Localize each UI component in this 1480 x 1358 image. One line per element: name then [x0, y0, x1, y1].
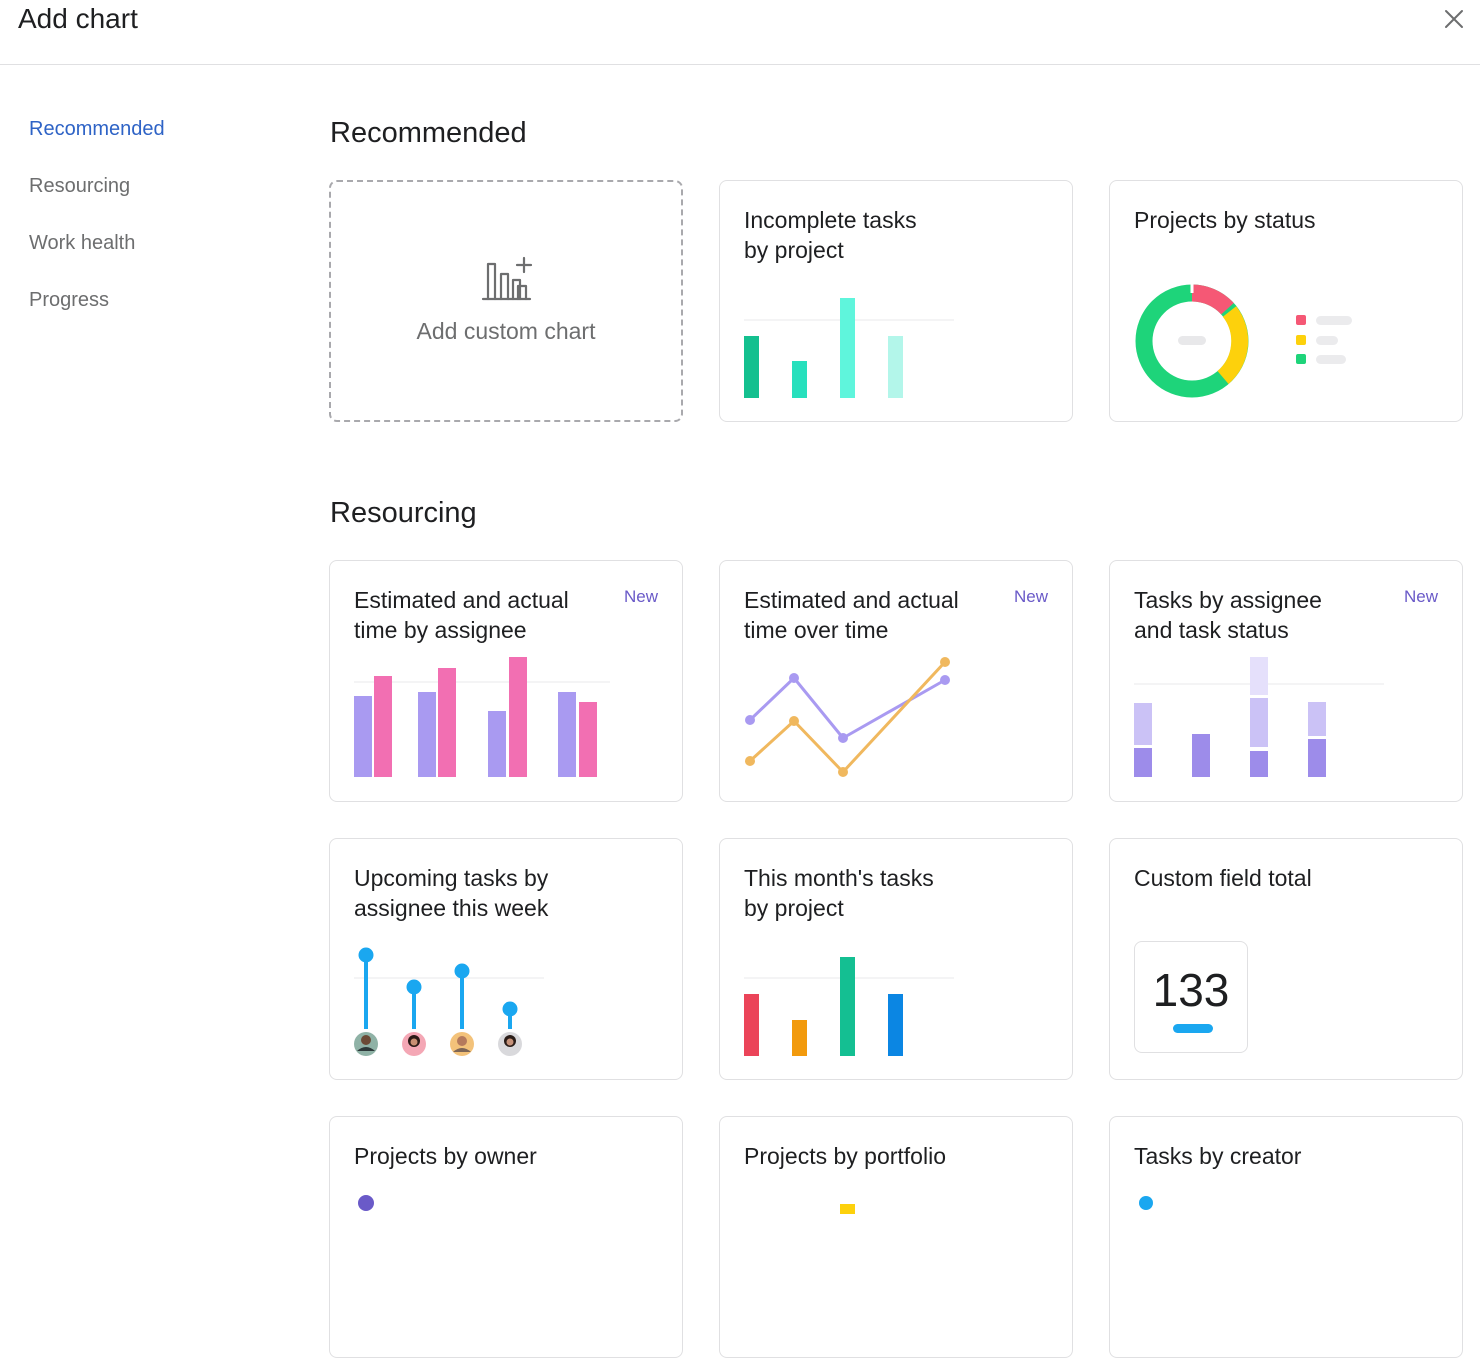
card-title: Estimated and actual time over time: [744, 587, 959, 643]
series-line-purple: [748, 676, 946, 740]
avatar: [450, 1032, 474, 1056]
bar: [744, 994, 759, 1056]
bar: [744, 336, 759, 398]
bar: [374, 676, 392, 777]
card-title: Tasks by assignee and task status: [1134, 587, 1322, 643]
point: [940, 675, 950, 685]
bar-segment: [1250, 698, 1268, 747]
donut-slice-yellow: [1217, 306, 1249, 384]
chart-card-projects-by-status[interactable]: Projects by status: [1109, 180, 1463, 422]
bar-chart-preview: [744, 298, 954, 398]
card-title: Projects by portfolio: [744, 1143, 946, 1169]
card-title: Upcoming tasks by assignee this week: [354, 865, 549, 921]
point: [838, 733, 848, 743]
bar: [840, 957, 855, 1056]
stacked-bar-chart-preview: [1134, 657, 1384, 777]
bar-chart-plus-icon: [481, 256, 533, 301]
bar-segment: [1250, 657, 1268, 695]
bar: [840, 298, 855, 398]
chart-card-tasks-by-assignee-and-status[interactable]: Tasks by assignee and task status New: [1109, 560, 1463, 802]
chart-preview: [1139, 1196, 1153, 1210]
bar: [558, 692, 576, 777]
bar: [438, 668, 456, 777]
bar-segment: [1250, 751, 1268, 777]
bar-chart-preview: [744, 957, 954, 1056]
legend-swatch-yellow: [1296, 335, 1306, 345]
card-title: Estimated and actual time by assignee: [354, 587, 569, 643]
lollipop-head: [406, 979, 422, 995]
card-title: Custom field total: [1134, 865, 1312, 891]
bar: [792, 361, 807, 398]
sidebar-item-recommended[interactable]: Recommended: [29, 118, 165, 140]
sidebar-item-progress[interactable]: Progress: [29, 289, 110, 311]
lollipop-head: [358, 947, 374, 963]
new-badge: New: [1013, 587, 1048, 606]
bar: [888, 336, 903, 398]
line-chart-preview: [745, 657, 950, 777]
bar-segment: [1134, 703, 1152, 745]
bar: [888, 994, 903, 1056]
bar: [579, 702, 597, 777]
donut-slice-red: [1191, 284, 1234, 315]
total-value: 133: [1152, 964, 1230, 1016]
bar-segment: [1308, 739, 1326, 777]
legend-swatch-red: [1296, 315, 1306, 325]
bar: [488, 711, 506, 777]
card-title: Tasks by creator: [1134, 1143, 1302, 1169]
sidebar-item-resourcing[interactable]: Resourcing: [29, 175, 131, 197]
card-title: Projects by status: [1134, 207, 1316, 233]
point: [838, 767, 848, 777]
legend-swatch-green: [1296, 354, 1306, 364]
sidebar-item-work-health[interactable]: Work health: [29, 232, 136, 254]
bar-segment: [1308, 702, 1326, 736]
avatar: [498, 1032, 522, 1056]
chart-card-custom-field-total[interactable]: Custom field total 133: [1109, 838, 1463, 1080]
bar: [418, 692, 436, 777]
value-bar: [1173, 1024, 1213, 1033]
point: [940, 657, 950, 667]
new-badge: New: [623, 587, 658, 606]
point: [745, 715, 755, 725]
dialog-header: Add chart: [0, 0, 1480, 65]
series-line-orange: [748, 660, 947, 774]
point: [789, 673, 799, 683]
chart-preview: [840, 1204, 855, 1214]
section-title-recommended: Recommended: [330, 117, 527, 149]
lollipop-head: [502, 1001, 518, 1017]
add-custom-chart-card[interactable]: Add custom chart: [329, 180, 683, 422]
chart-card-estimated-actual-time-over-time[interactable]: Estimated and actual time over time New: [719, 560, 1073, 802]
card-title: Projects by owner: [354, 1143, 537, 1169]
chart-card-projects-by-portfolio[interactable]: Projects by portfolio: [719, 1116, 1073, 1358]
close-button[interactable]: [1439, 4, 1469, 34]
card-title: This month's tasks by project: [744, 865, 934, 921]
dialog-title: Add chart: [18, 3, 138, 34]
avatar: [402, 1032, 426, 1056]
chart-card-tasks-by-creator[interactable]: Tasks by creator: [1109, 1116, 1463, 1358]
chart-card-this-months-tasks-by-project[interactable]: This month's tasks by project: [719, 838, 1073, 1080]
bar-segment: [1134, 748, 1152, 777]
close-icon[interactable]: [1444, 9, 1464, 29]
grouped-bar-chart-preview: [354, 657, 610, 777]
add-custom-chart-label: Add custom chart: [416, 318, 596, 344]
point: [745, 756, 755, 766]
donut-chart-preview: [1135, 284, 1352, 398]
chart-card-projects-by-owner[interactable]: Projects by owner: [329, 1116, 683, 1358]
chart-card-incomplete-tasks-by-project[interactable]: Incomplete tasks by project: [719, 180, 1073, 422]
card-title: Incomplete tasks by project: [744, 207, 917, 263]
lollipop-chart-preview: [354, 947, 544, 1056]
section-title-resourcing: Resourcing: [330, 497, 477, 529]
number-widget: 133: [1134, 941, 1248, 1053]
chart-card-estimated-actual-time-by-assignee[interactable]: Estimated and actual time by assignee Ne…: [329, 560, 683, 802]
bar: [509, 657, 527, 777]
bar-segment: [1192, 734, 1210, 777]
avatar: [354, 1032, 378, 1056]
chart-preview: [358, 1195, 374, 1211]
bar: [354, 696, 372, 777]
point: [789, 716, 799, 726]
new-badge: New: [1403, 587, 1438, 606]
chart-card-upcoming-tasks-by-assignee[interactable]: Upcoming tasks by assignee this week: [329, 838, 683, 1080]
lollipop-head: [454, 963, 470, 979]
bar: [792, 1020, 807, 1056]
